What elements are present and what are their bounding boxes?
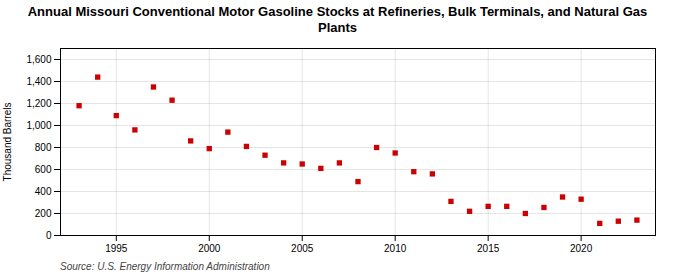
svg-text:1,400: 1,400 [26,76,51,87]
svg-text:2000: 2000 [198,243,221,254]
html-text:Source: U.S. Energy Informatio: Source: U.S. Energy Information Administ… [60,261,270,272]
svg-text:2015: 2015 [477,243,500,254]
svg-text:2005: 2005 [291,243,314,254]
svg-text:1,000: 1,000 [26,120,51,131]
html-text:Annual Missouri Conventional M: Annual Missouri Conventional Motor Gasol… [27,4,648,35]
svg-text:0: 0 [46,230,52,241]
svg-text:200: 200 [35,208,52,219]
svg-text:Thousand Barrels: Thousand Barrels [2,103,13,182]
svg-text:1,600: 1,600 [26,54,51,65]
svg-text:600: 600 [35,164,52,175]
svg-text:400: 400 [35,186,52,197]
svg-text:2010: 2010 [384,243,407,254]
svg-text:1995: 1995 [105,243,128,254]
svg-text:800: 800 [35,142,52,153]
svg-text:2020: 2020 [570,243,593,254]
svg-text:1,200: 1,200 [26,98,51,109]
